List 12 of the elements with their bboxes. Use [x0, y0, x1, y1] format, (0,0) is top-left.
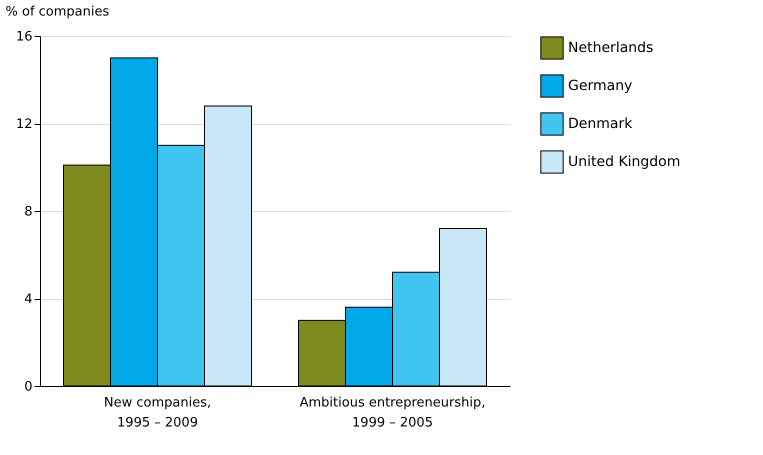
- y-tick-label: 4: [24, 292, 32, 307]
- legend-label: Germany: [568, 78, 632, 94]
- legend-label: Denmark: [568, 116, 634, 132]
- legend-label: Netherlands: [568, 40, 654, 56]
- y-tick-label: 0: [24, 380, 32, 394]
- x-tick-label: New companies, 1995 – 2009: [104, 396, 212, 430]
- legend-label: United Kingdom: [568, 154, 680, 170]
- y-tick-label: 8: [24, 204, 32, 220]
- y-tick-label: 16: [16, 30, 32, 44]
- y-tick-label: 12: [16, 117, 32, 132]
- y-axis-title: % of companies: [6, 4, 110, 20]
- x-tick-label: Ambitious entrepreneurship, 1999 – 2005: [300, 396, 486, 430]
